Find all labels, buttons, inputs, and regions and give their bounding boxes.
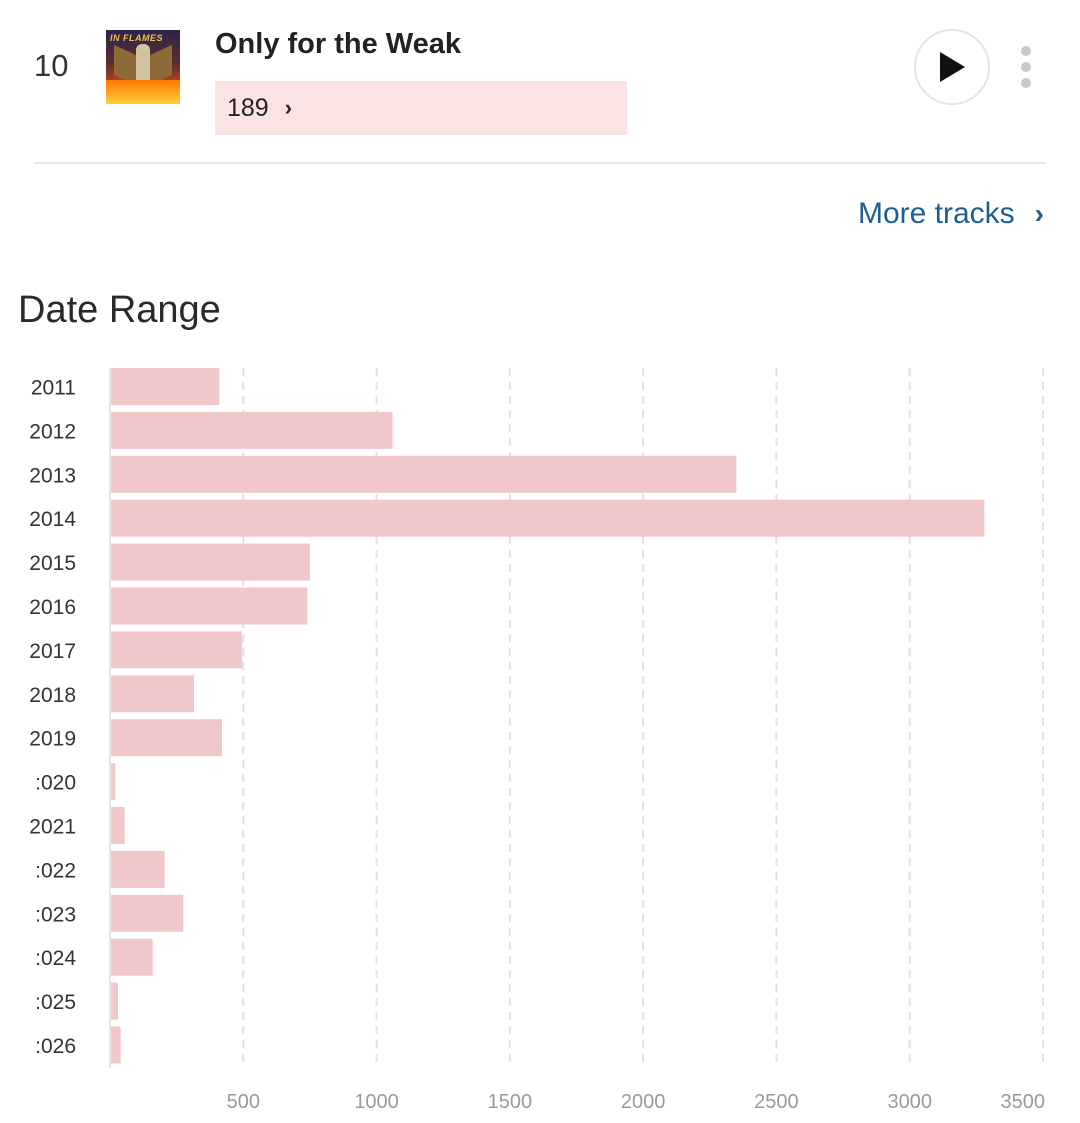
- year-label-2019: 2019: [29, 728, 76, 751]
- year-label-2022: :022: [35, 859, 76, 882]
- album-cover[interactable]: IN FLAMES: [106, 30, 180, 104]
- play-icon: [940, 52, 965, 82]
- bar-2017: [111, 631, 242, 669]
- year-label-2025: :025: [35, 991, 76, 1014]
- year-label-2013: 2013: [29, 464, 76, 487]
- year-label-2023: :023: [35, 903, 76, 926]
- bar-2011: [111, 368, 220, 405]
- cover-art-flames: [106, 80, 180, 104]
- year-label-2014: 2014: [29, 508, 76, 531]
- year-label-2024: :024: [35, 947, 76, 970]
- bar-2021: [111, 807, 125, 844]
- year-label-2018: 2018: [29, 684, 76, 707]
- bar-2022: [111, 850, 165, 888]
- bar-2013: [111, 455, 737, 493]
- x-tick-label: 3000: [887, 1091, 932, 1113]
- vertical-ellipsis-icon: [1021, 46, 1031, 56]
- x-tick-label: 3500: [1001, 1091, 1046, 1113]
- bar-2026: [111, 1026, 121, 1064]
- more-tracks-link[interactable]: More tracks ›: [858, 197, 1044, 231]
- chevron-right-icon: ›: [1034, 198, 1044, 229]
- year-label-2021: 2021: [29, 816, 76, 839]
- bar-2019: [111, 719, 222, 757]
- bar-2023: [111, 894, 184, 932]
- bar-2020: [111, 763, 116, 801]
- chevron-right-icon: ›: [284, 95, 293, 120]
- track-rank: 10: [34, 48, 69, 83]
- play-button[interactable]: [914, 29, 990, 105]
- track-row[interactable]: 10 IN FLAMES Only for the Weak 189 ›: [0, 0, 1080, 164]
- x-tick-label: 2000: [621, 1091, 666, 1113]
- more-tracks-label: More tracks: [857, 197, 1015, 230]
- bar-2018: [111, 675, 194, 713]
- year-label-2020: :020: [35, 772, 76, 795]
- x-tick-label: 2500: [754, 1091, 799, 1113]
- more-options-button[interactable]: [1016, 46, 1036, 88]
- bar-2025: [111, 982, 118, 1020]
- bar-2024: [111, 938, 153, 976]
- divider: [34, 162, 1046, 164]
- bar-2016: [111, 587, 308, 625]
- year-label-2017: 2017: [29, 640, 76, 663]
- year-label-2016: 2016: [29, 596, 76, 619]
- section-title: Date Range: [18, 289, 221, 331]
- track-title[interactable]: Only for the Weak: [215, 28, 462, 60]
- bar-2012: [111, 411, 393, 449]
- x-tick-label: 1000: [354, 1091, 399, 1113]
- year-label-2011: 2011: [31, 377, 76, 400]
- year-label-2015: 2015: [29, 552, 76, 575]
- year-label-2012: 2012: [29, 420, 76, 443]
- cover-band-logo: IN FLAMES: [110, 33, 163, 43]
- bar-2015: [111, 543, 310, 581]
- year-label-2026: :026: [35, 1035, 76, 1058]
- x-tick-label: 1500: [488, 1091, 533, 1113]
- date-range-chart: 2011 2012 2013 2014 2015 2016 2017 2018 2019 :020…: [29, 368, 1046, 1113]
- scrobble-count-bar[interactable]: 189 ›: [215, 81, 627, 135]
- x-tick-label: 500: [227, 1091, 260, 1113]
- scrobble-count: 189: [227, 93, 269, 122]
- bar-2014: [111, 499, 985, 537]
